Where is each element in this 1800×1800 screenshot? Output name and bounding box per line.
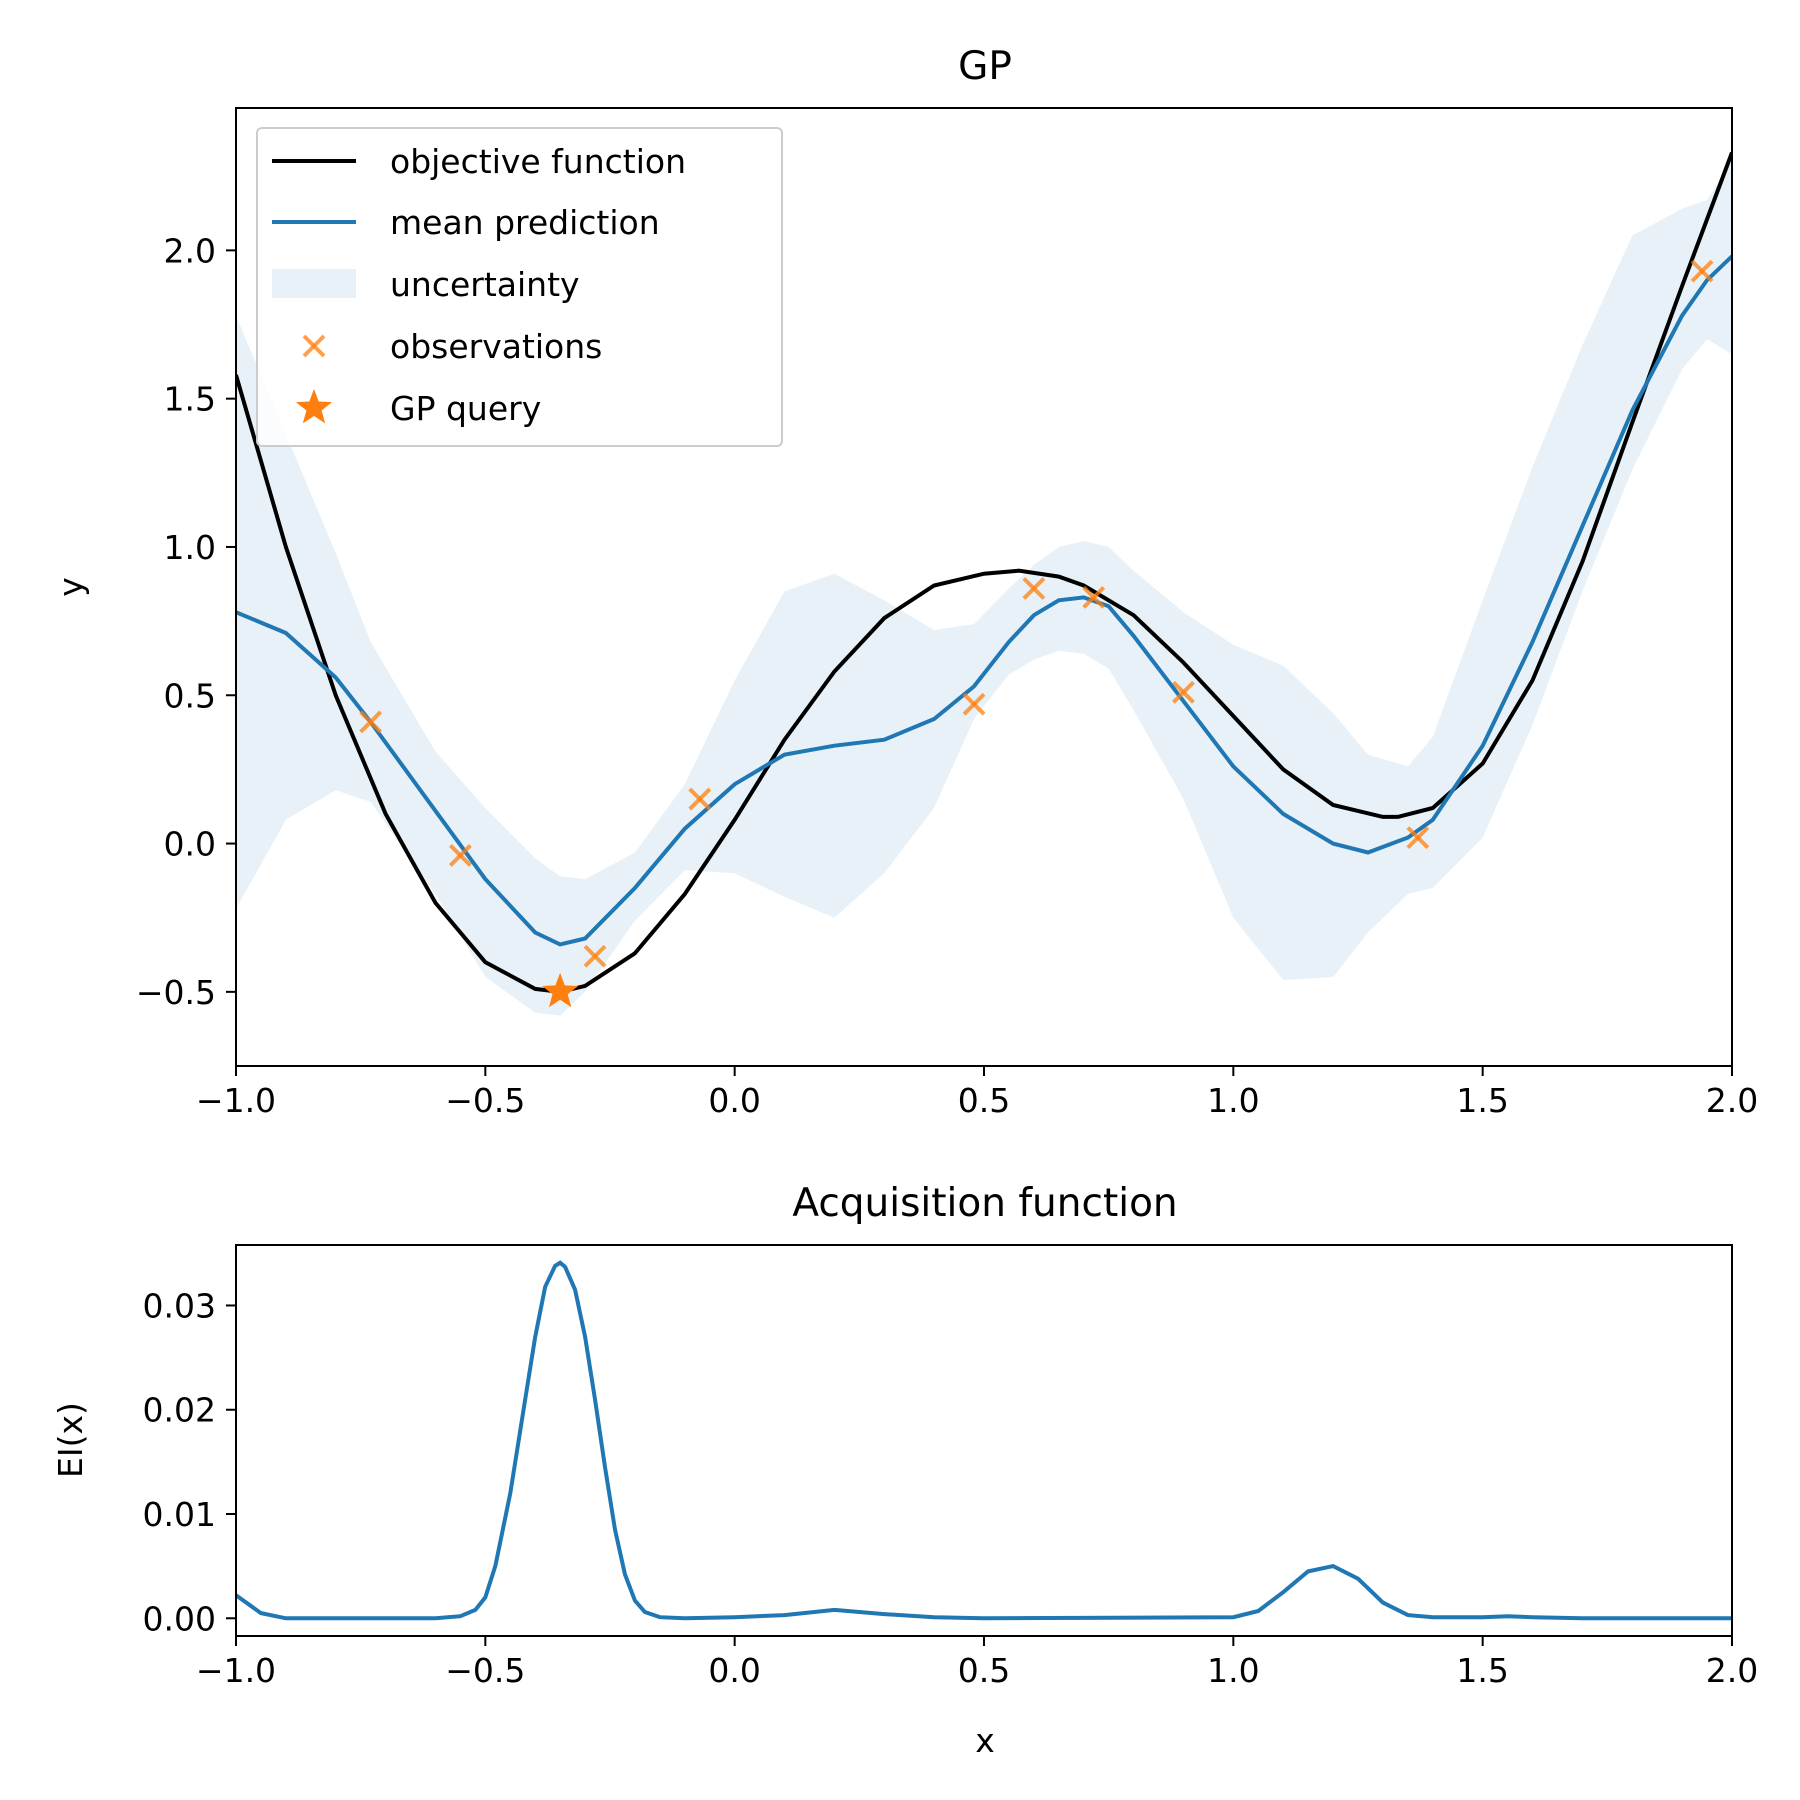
legend-star-glyph — [295, 389, 333, 424]
acquisition-y-label: EI(x) — [51, 1402, 90, 1478]
legend-uncertainty-label: uncertainty — [390, 265, 580, 304]
uncertainty-band — [236, 161, 1732, 1016]
observation-point — [1022, 577, 1046, 600]
acquisition-y-tick-label: 0.03 — [143, 1286, 216, 1325]
observation-point — [583, 944, 607, 968]
legend-query-label: GP query — [390, 389, 541, 428]
acquisition-x-tick-label: 0.0 — [708, 1651, 760, 1690]
legend-uncertainty-patch — [272, 269, 356, 298]
observation-point — [962, 692, 986, 716]
observation-point — [359, 710, 383, 734]
gp-x-tick-label: 1.0 — [1207, 1081, 1259, 1120]
acquisition-x-tick-label: 0.5 — [958, 1651, 1010, 1690]
gp-y-axis: −0.5 0.0 0.5 1.0 1.5 2.0 — [136, 231, 236, 1012]
gp-x-tick-label: 2.0 — [1706, 1081, 1758, 1120]
acquisition-plot-area — [234, 1260, 1732, 1621]
gp-query-point — [542, 972, 579, 1008]
acquisition-x-tick-label: 1.5 — [1456, 1651, 1508, 1690]
observation-point — [1172, 680, 1195, 704]
gp-y-label: y — [51, 577, 90, 597]
gp-x-tick-label: 0.0 — [708, 1081, 760, 1120]
gp-plot-area — [236, 151, 1732, 1016]
legend-mean-label: mean prediction — [390, 203, 660, 242]
gp-y-tick-label: 1.5 — [164, 380, 216, 419]
gp-y-tick-label: 1.0 — [164, 528, 216, 567]
gp-x-tick-label: −1.0 — [196, 1081, 276, 1120]
acquisition-y-tick-label: 0.01 — [143, 1495, 216, 1534]
gp-legend: objective function mean prediction uncer… — [256, 127, 783, 447]
observation-point — [688, 787, 712, 811]
legend-x-glyph — [302, 334, 326, 358]
legend-observations-label: observations — [390, 327, 602, 366]
legend-objective-label: objective function — [390, 142, 686, 181]
acquisition-y-axis: 0.00 0.01 0.02 0.03 — [143, 1286, 236, 1638]
ei-line — [234, 1260, 1732, 1621]
acquisition-x-label: x — [975, 1721, 995, 1760]
acquisition-y-tick-label: 0.02 — [143, 1391, 216, 1430]
acquisition-y-tick-label: 0.00 — [143, 1599, 216, 1638]
gp-x-tick-label: −0.5 — [445, 1081, 525, 1120]
acquisition-x-tick-label: 1.0 — [1207, 1651, 1259, 1690]
gp-x-axis: −1.0 −0.5 0.0 0.5 1.0 1.5 2.0 — [196, 1066, 1758, 1120]
acquisition-x-tick-label: −1.0 — [196, 1651, 276, 1690]
gp-x-tick-label: 1.5 — [1456, 1081, 1508, 1120]
legend-query-marker — [295, 389, 333, 424]
acquisition-x-tick-label: 2.0 — [1706, 1651, 1758, 1690]
acquisition-x-axis: −1.0 −0.5 0.0 0.5 1.0 1.5 2.0 — [196, 1636, 1758, 1690]
legend-observation-marker — [302, 334, 326, 358]
acquisition-axes-frame — [235, 1244, 1733, 1637]
gp-panel: GP −1.0 −0.5 0.0 0.5 1.0 1.5 2.0 −0.5 0.0 0.5 1.0… — [51, 44, 1758, 1120]
observation-point — [448, 844, 472, 867]
observation-point — [1406, 826, 1430, 850]
legend-frame — [256, 127, 783, 447]
observation-point — [1690, 259, 1714, 283]
gp-y-tick-label: 0.0 — [164, 825, 216, 864]
acquisition-x-tick-label: −0.5 — [445, 1651, 525, 1690]
observation-point — [1082, 585, 1106, 609]
acquisition-panel: Acquisition function −1.0 −0.5 0.0 0.5 1.0 1.… — [51, 1181, 1758, 1760]
gp-x-tick-label: 0.5 — [958, 1081, 1010, 1120]
gp-y-tick-label: 0.5 — [164, 676, 216, 715]
gp-title: GP — [958, 44, 1012, 89]
gp-y-tick-label: 2.0 — [164, 231, 216, 270]
gp-y-tick-label: −0.5 — [136, 973, 216, 1012]
acquisition-title: Acquisition function — [792, 1181, 1177, 1226]
mean-prediction-line — [236, 254, 1732, 947]
